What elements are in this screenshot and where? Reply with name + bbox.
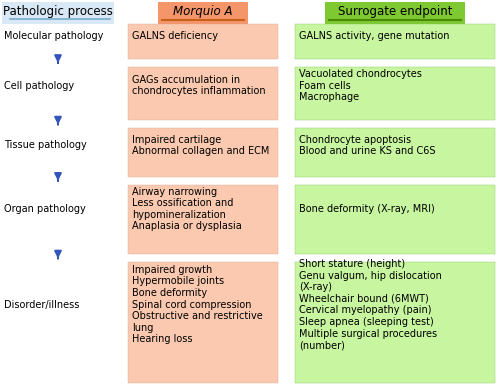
FancyBboxPatch shape <box>2 67 114 121</box>
FancyBboxPatch shape <box>2 24 114 59</box>
FancyBboxPatch shape <box>325 2 465 24</box>
Text: Vacuolated chondrocytes
Foam cells
Macrophage: Vacuolated chondrocytes Foam cells Macro… <box>299 69 422 102</box>
FancyBboxPatch shape <box>128 24 278 59</box>
Text: GALNS deficiency: GALNS deficiency <box>132 31 218 41</box>
FancyBboxPatch shape <box>2 2 114 24</box>
Text: GAGs accumulation in
chondrocytes inflammation: GAGs accumulation in chondrocytes inflam… <box>132 75 266 96</box>
Text: GALNS activity, gene mutation: GALNS activity, gene mutation <box>299 31 450 41</box>
FancyBboxPatch shape <box>2 185 114 254</box>
Text: Morquio A: Morquio A <box>174 5 233 18</box>
FancyBboxPatch shape <box>295 185 495 254</box>
FancyBboxPatch shape <box>295 67 495 121</box>
Text: Cell pathology: Cell pathology <box>4 80 74 90</box>
Text: Disorder/illness: Disorder/illness <box>4 300 80 310</box>
Text: Impaired growth
Hypermobile joints
Bone deformity
Spinal cord compression
Obstru: Impaired growth Hypermobile joints Bone … <box>132 265 263 345</box>
FancyBboxPatch shape <box>128 129 278 177</box>
Text: Airway narrowing
Less ossification and
hypomineralization
Anaplasia or dysplasia: Airway narrowing Less ossification and h… <box>132 187 242 231</box>
Text: Surrogate endpoint: Surrogate endpoint <box>338 5 452 18</box>
Text: Organ pathology: Organ pathology <box>4 204 86 214</box>
Text: Chondrocyte apoptosis
Blood and urine KS and C6S: Chondrocyte apoptosis Blood and urine KS… <box>299 134 436 156</box>
Text: Molecular pathology: Molecular pathology <box>4 31 103 41</box>
FancyBboxPatch shape <box>295 129 495 177</box>
Text: Bone deformity (X-ray, MRI): Bone deformity (X-ray, MRI) <box>299 204 435 214</box>
FancyBboxPatch shape <box>2 129 114 177</box>
FancyBboxPatch shape <box>128 67 278 121</box>
Text: Impaired cartilage
Abnormal collagen and ECM: Impaired cartilage Abnormal collagen and… <box>132 134 270 156</box>
Text: Short stature (height)
Genu valgum, hip dislocation
(X-ray)
Wheelchair bound (6M: Short stature (height) Genu valgum, hip … <box>299 259 442 350</box>
FancyBboxPatch shape <box>295 263 495 383</box>
FancyBboxPatch shape <box>158 2 248 24</box>
FancyBboxPatch shape <box>128 185 278 254</box>
Text: Tissue pathology: Tissue pathology <box>4 141 87 150</box>
Text: Pathologic process: Pathologic process <box>3 5 113 18</box>
FancyBboxPatch shape <box>128 263 278 383</box>
FancyBboxPatch shape <box>295 24 495 59</box>
FancyBboxPatch shape <box>2 263 114 383</box>
